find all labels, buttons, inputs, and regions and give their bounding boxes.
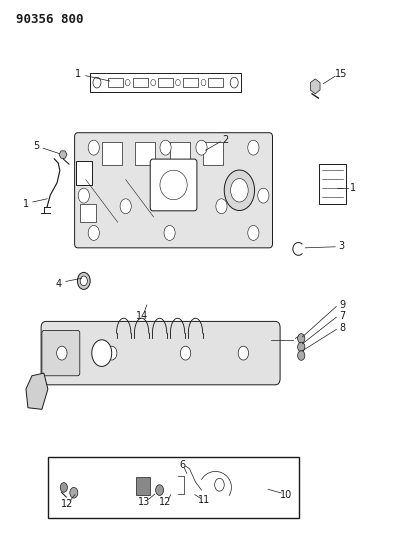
Circle shape: [201, 79, 206, 86]
Circle shape: [231, 179, 248, 202]
Circle shape: [92, 340, 112, 367]
Circle shape: [88, 140, 99, 155]
Text: 4: 4: [56, 279, 62, 288]
Bar: [102, 142, 122, 165]
Circle shape: [156, 485, 164, 496]
Circle shape: [78, 188, 89, 203]
Text: 1: 1: [350, 183, 356, 192]
Circle shape: [93, 77, 101, 88]
Text: 8: 8: [339, 323, 346, 333]
Bar: [90, 73, 241, 92]
Circle shape: [70, 487, 78, 498]
Text: 3: 3: [338, 241, 344, 251]
Circle shape: [298, 351, 305, 360]
Circle shape: [164, 225, 175, 240]
Bar: [158, 78, 173, 87]
Circle shape: [160, 140, 171, 155]
Bar: [108, 78, 123, 87]
Text: 10: 10: [280, 490, 292, 499]
Circle shape: [77, 272, 90, 289]
FancyBboxPatch shape: [42, 330, 80, 376]
Circle shape: [151, 79, 156, 86]
FancyBboxPatch shape: [75, 133, 273, 248]
Polygon shape: [59, 151, 67, 158]
Circle shape: [88, 225, 99, 240]
Text: 12: 12: [61, 499, 73, 508]
Text: 6: 6: [180, 461, 186, 470]
Bar: [208, 78, 223, 87]
Bar: [183, 78, 198, 87]
Circle shape: [215, 479, 224, 491]
FancyBboxPatch shape: [150, 159, 197, 211]
Text: 12: 12: [159, 497, 172, 507]
Text: 7: 7: [339, 311, 346, 320]
Circle shape: [57, 346, 67, 360]
Circle shape: [80, 276, 87, 286]
Circle shape: [248, 140, 259, 155]
Circle shape: [298, 334, 305, 343]
Text: 2: 2: [222, 135, 229, 144]
Bar: [136, 477, 150, 496]
Circle shape: [120, 199, 131, 214]
Circle shape: [216, 199, 227, 214]
Bar: [319, 164, 346, 204]
Circle shape: [248, 225, 259, 240]
Circle shape: [238, 346, 249, 360]
Bar: [76, 161, 92, 185]
Text: 15: 15: [335, 69, 348, 78]
Bar: [170, 142, 190, 165]
Bar: [135, 142, 155, 165]
Circle shape: [180, 346, 191, 360]
Text: 13: 13: [138, 497, 150, 507]
Text: 1: 1: [23, 199, 29, 208]
Text: 1: 1: [75, 69, 81, 78]
Bar: [203, 142, 223, 165]
Circle shape: [298, 342, 305, 352]
Ellipse shape: [160, 170, 187, 200]
Circle shape: [258, 188, 269, 203]
Circle shape: [196, 140, 207, 155]
Circle shape: [125, 79, 130, 86]
Circle shape: [224, 170, 255, 211]
FancyBboxPatch shape: [41, 321, 280, 385]
Bar: [80, 204, 96, 222]
Circle shape: [230, 77, 238, 88]
Polygon shape: [26, 373, 48, 409]
Text: 90356 800: 90356 800: [16, 13, 83, 26]
Text: 5: 5: [33, 141, 39, 151]
Circle shape: [60, 483, 67, 492]
Bar: [133, 78, 148, 87]
Circle shape: [176, 79, 180, 86]
Bar: [48, 457, 299, 518]
Text: 11: 11: [198, 495, 210, 505]
Text: 9: 9: [339, 300, 346, 310]
Polygon shape: [310, 79, 320, 94]
Text: 14: 14: [136, 311, 148, 320]
Circle shape: [107, 346, 117, 360]
